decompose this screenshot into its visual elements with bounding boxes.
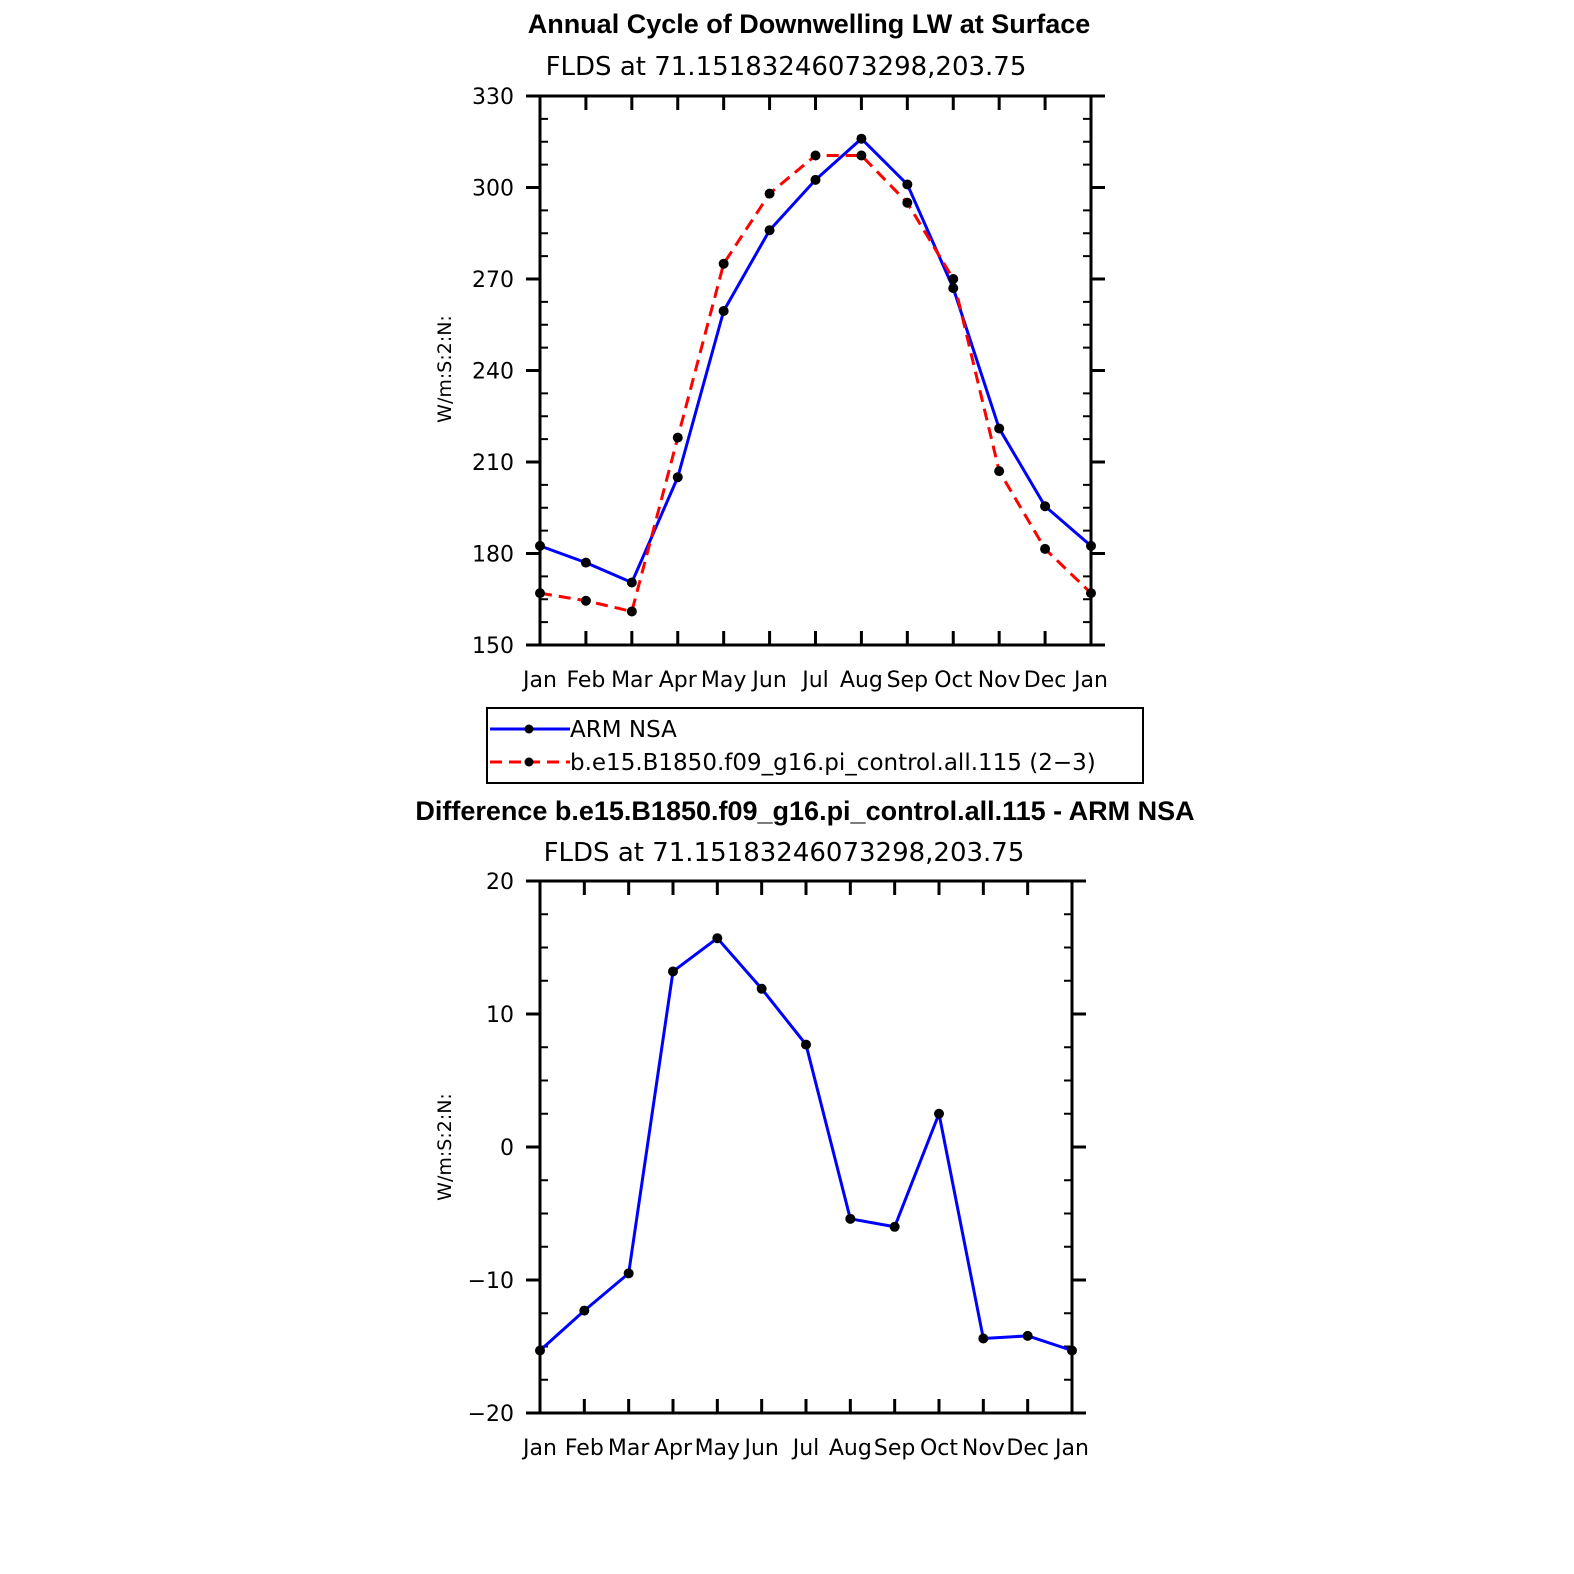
chart2-xtick-label: Mar — [608, 1436, 650, 1461]
chart1-point-0-1 — [580, 557, 591, 568]
chart2-xtick-label: May — [695, 1436, 740, 1461]
chart1-xtick-label: Oct — [934, 668, 972, 693]
chart1-ytick-label: 330 — [472, 85, 514, 110]
chart1-point-0-10 — [994, 423, 1005, 434]
chart1-point-0-4 — [718, 306, 729, 317]
chart2-xtick-label: Feb — [565, 1436, 604, 1461]
chart2-xtick-label: Apr — [654, 1436, 693, 1461]
legend-label-model: b.e15.B1850.f09_g16.pi_control.all.115 (… — [570, 750, 1096, 776]
chart1-point-1-4 — [718, 258, 729, 269]
chart2-xtick-label: Jan — [521, 1436, 557, 1461]
chart1-point-1-7 — [856, 150, 867, 161]
chart1-series-line-1 — [539, 153, 1093, 613]
chart2-point-0-6 — [801, 1039, 811, 1050]
chart2-title: Difference b.e15.B1850.f09_g16.pi_contro… — [415, 796, 1194, 826]
chart1-xtick-label: Jun — [750, 668, 786, 693]
chart1-series-line-0 — [539, 137, 1092, 584]
chart1-point-1-1 — [580, 595, 591, 606]
chart2-point-0-1 — [579, 1305, 590, 1316]
chart1-point-0-6 — [810, 174, 821, 185]
chart2-point-0-2 — [623, 1268, 634, 1279]
chart1-point-0-7 — [856, 133, 867, 144]
chart2-plot-frame — [538, 879, 1074, 1415]
chart2-xtick-label: Oct — [920, 1436, 958, 1461]
chart1-point-0-5 — [764, 225, 775, 236]
chart1-point-1-10 — [994, 466, 1005, 477]
chart2-point-0-11 — [1022, 1330, 1033, 1341]
chart2-point-0-5 — [756, 983, 767, 994]
difference-chart: Difference b.e15.B1850.f09_g16.pi_contro… — [415, 796, 1194, 1461]
chart2-xtick-label: Jul — [791, 1436, 820, 1461]
chart2-point-0-7 — [845, 1213, 856, 1224]
chart2-xtick-label: Sep — [874, 1436, 915, 1461]
chart1-ytick-label: 300 — [472, 177, 514, 202]
chart1-point-1-6 — [810, 150, 821, 161]
chart2-ytick-label: 0 — [500, 1136, 514, 1161]
chart1-point-1-9 — [948, 274, 959, 284]
chart2-series-line-0 — [538, 936, 1073, 1352]
chart1-ytick-label: 240 — [472, 360, 514, 385]
chart2-ytick-label: 20 — [486, 870, 514, 895]
chart1-point-0-9 — [948, 283, 959, 294]
chart1-point-1-11 — [1040, 543, 1051, 554]
chart2-xtick-label: Jun — [742, 1436, 778, 1461]
chart1-plot-frame — [538, 94, 1093, 647]
chart1-ytick-label: 150 — [472, 634, 514, 659]
chart1-subtitle: FLDS at 71.15183246073298,203.75 — [546, 52, 1027, 82]
chart1-xtick-label: Nov — [978, 668, 1021, 693]
chart2-xtick-label: Aug — [829, 1436, 872, 1461]
chart1-ytick-label: 210 — [472, 451, 514, 476]
chart1-point-1-2 — [626, 606, 637, 617]
chart1-title: Annual Cycle of Downwelling LW at Surfac… — [528, 9, 1091, 39]
chart1-xtick-label: Apr — [659, 668, 698, 693]
chart1-xtick-label: Sep — [887, 668, 928, 693]
chart1-ytick-label: 270 — [472, 268, 514, 293]
chart1-xtick-label: Jul — [800, 668, 829, 693]
chart1-xtick-label: Dec — [1024, 668, 1067, 693]
chart1-xtick-label: Mar — [611, 668, 653, 693]
chart2-xtick-label: Nov — [962, 1436, 1005, 1461]
chart2-ytick-label: 10 — [486, 1003, 514, 1028]
chart2-subtitle: FLDS at 71.15183246073298,203.75 — [544, 838, 1025, 868]
chart1-ytick-label: 180 — [472, 543, 514, 568]
chart1-point-1-5 — [764, 188, 775, 199]
chart1-xtick-label: May — [701, 668, 746, 693]
chart2-ylabel: W/m:S:2:N: — [434, 1093, 456, 1201]
annual-cycle-chart: Annual Cycle of Downwelling LW at Surfac… — [434, 9, 1108, 693]
chart2-point-0-8 — [889, 1221, 900, 1232]
chart2-xtick-label: Dec — [1006, 1436, 1049, 1461]
chart1-xtick-label: Jan — [521, 668, 557, 693]
chart1-xtick-label: Aug — [840, 668, 883, 693]
legend-label-arm-nsa: ARM NSA — [570, 717, 677, 743]
chart1-point-0-3 — [672, 472, 683, 483]
legend-marker-arm-nsa — [524, 724, 534, 734]
chart1-ylabel: W/m:S:2:N: — [434, 315, 456, 423]
chart1-point-0-8 — [902, 179, 913, 190]
chart2-point-0-9 — [934, 1108, 944, 1119]
chart2-point-0-3 — [668, 966, 678, 977]
chart2-xtick-label: Jan — [1053, 1436, 1089, 1461]
chart2-ytick-label: −20 — [468, 1402, 514, 1427]
chart2-ytick-label: −10 — [468, 1269, 514, 1294]
chart1-point-0-2 — [626, 577, 637, 588]
chart1-point-0-11 — [1040, 501, 1051, 512]
legend: ARM NSA b.e15.B1850.f09_g16.pi_control.a… — [486, 707, 1144, 784]
chart1-xtick-label: Jan — [1072, 668, 1108, 693]
chart1-xtick-label: Feb — [566, 668, 605, 693]
legend-marker-model — [524, 757, 534, 767]
chart2-point-0-10 — [978, 1333, 989, 1344]
chart1-point-1-8 — [902, 197, 913, 208]
chart2-point-0-4 — [712, 933, 723, 944]
chart1-point-1-3 — [672, 432, 683, 443]
legend-box — [486, 707, 1144, 784]
